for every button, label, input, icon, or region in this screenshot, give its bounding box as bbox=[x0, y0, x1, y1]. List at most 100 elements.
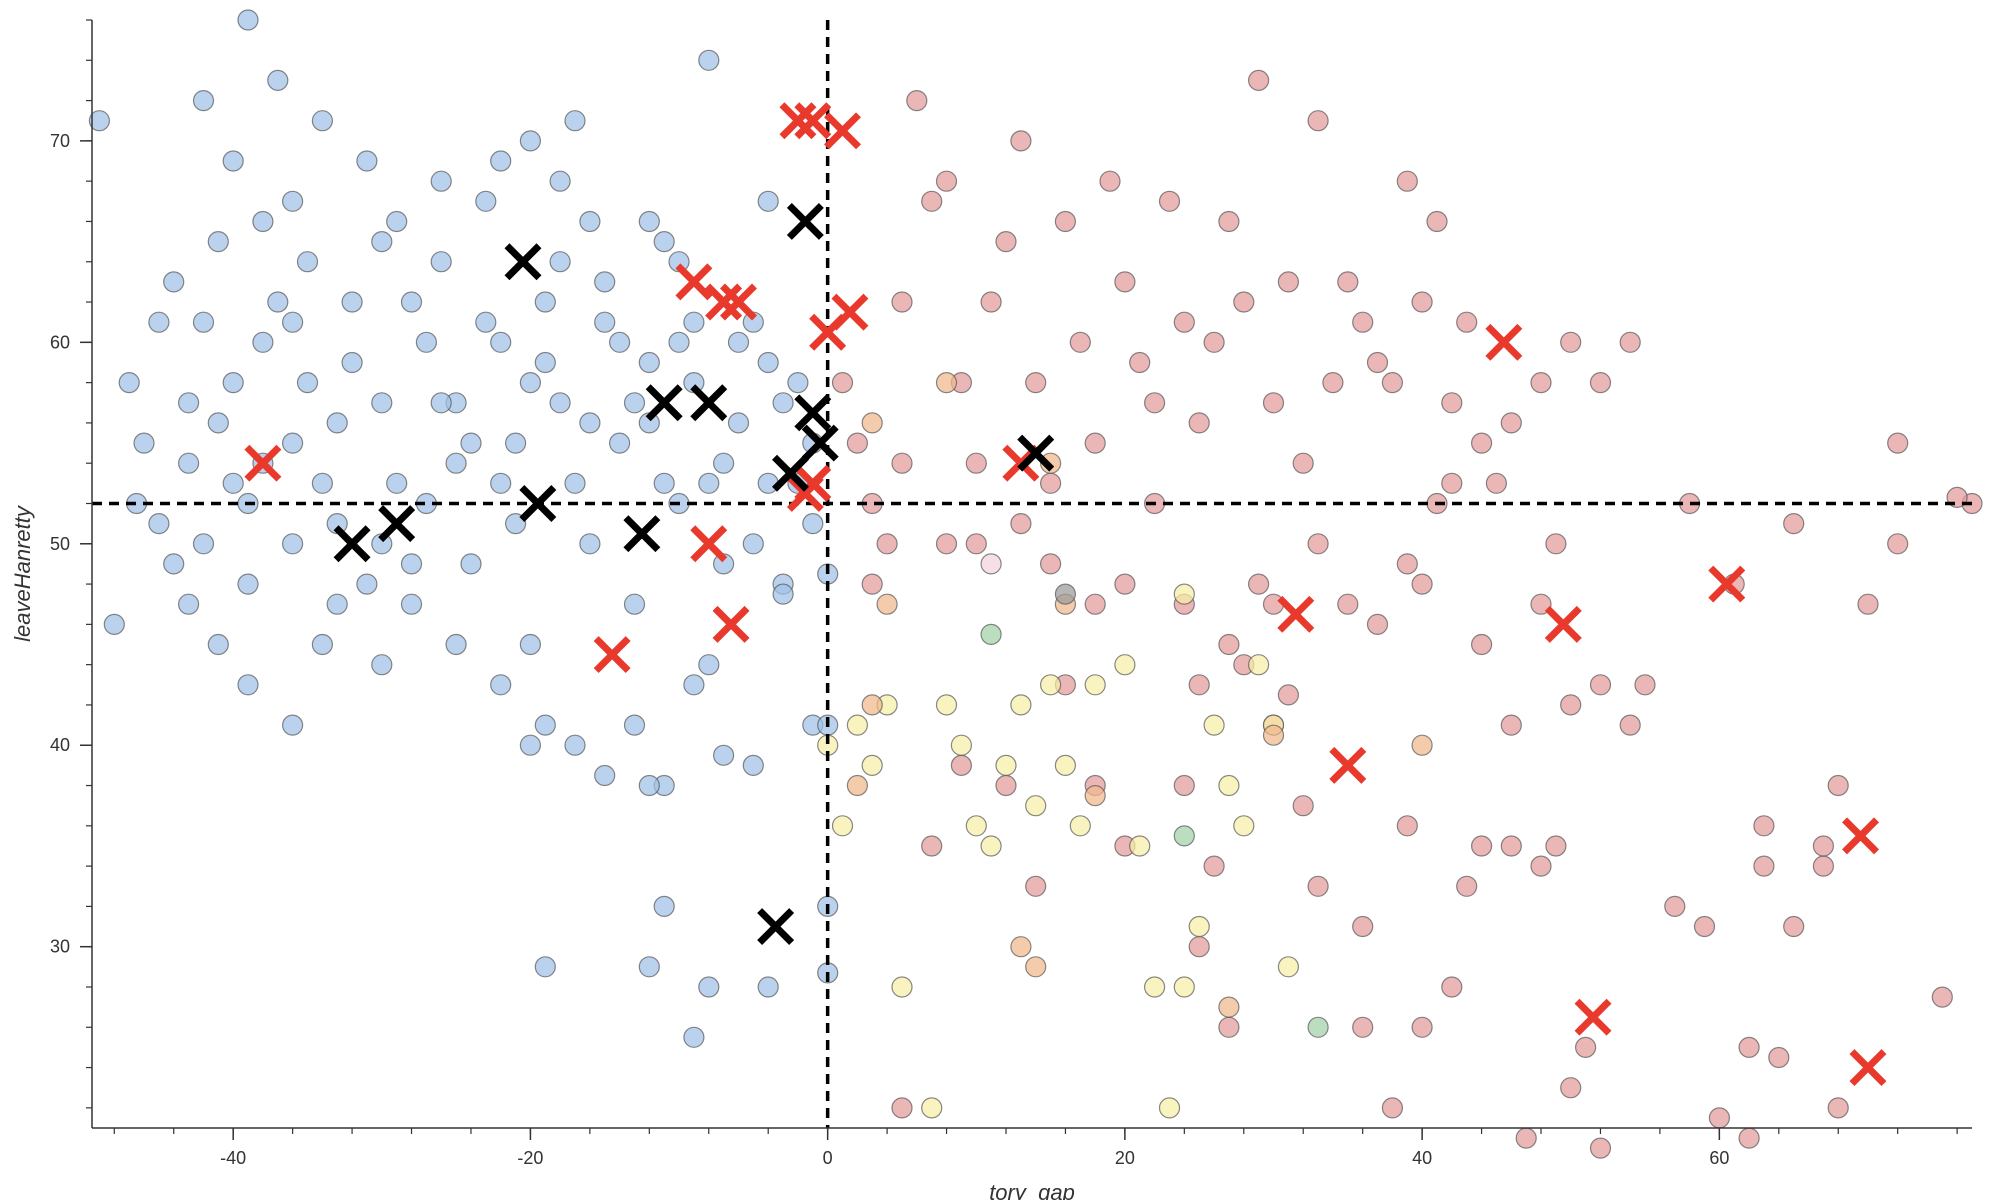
data-point-yellow bbox=[861, 754, 883, 777]
data-point-blue bbox=[192, 89, 215, 112]
data-point-red bbox=[1812, 835, 1835, 857]
data-point-red bbox=[1738, 1127, 1760, 1149]
data-point-blue bbox=[638, 774, 660, 797]
data-point-blue bbox=[252, 210, 274, 233]
data-point-blue bbox=[653, 472, 675, 494]
data-point-blue bbox=[608, 331, 631, 353]
data-point-red bbox=[1084, 432, 1106, 454]
data-point-red bbox=[1366, 351, 1389, 374]
data-point-blue bbox=[192, 533, 215, 555]
data-point-red bbox=[1010, 130, 1032, 152]
data-point-orange bbox=[861, 694, 883, 716]
data-point-red bbox=[965, 452, 987, 474]
data-point-red bbox=[891, 452, 913, 474]
data-point-red bbox=[995, 231, 1017, 253]
data-point-red bbox=[1381, 372, 1404, 394]
y-tick-label: 70 bbox=[50, 131, 70, 151]
data-point-blue bbox=[668, 331, 690, 353]
data-point-blue bbox=[430, 392, 452, 414]
cross-marker-black bbox=[772, 454, 809, 492]
cross-marker-red bbox=[831, 293, 869, 331]
data-point-blue bbox=[534, 351, 556, 374]
data-point-red bbox=[921, 190, 943, 212]
data-point-red bbox=[1827, 1097, 1849, 1119]
data-point-red bbox=[1143, 392, 1166, 414]
data-point-blue bbox=[534, 714, 556, 736]
cross-marker-black bbox=[690, 384, 728, 422]
data-point-red bbox=[1247, 573, 1270, 595]
data-point-blue bbox=[311, 110, 333, 132]
cross-marker-black bbox=[801, 424, 839, 462]
cross-marker-red bbox=[1849, 1049, 1887, 1087]
data-point-blue bbox=[623, 714, 646, 736]
data-point-blue bbox=[638, 351, 660, 374]
data-point-blue bbox=[252, 331, 274, 353]
data-point-blue bbox=[519, 372, 542, 394]
data-point-red bbox=[1277, 684, 1300, 706]
data-point-yellow bbox=[1188, 915, 1210, 938]
cross-marker-red bbox=[1544, 605, 1582, 643]
data-point-red bbox=[1768, 1046, 1790, 1069]
data-point-red bbox=[1218, 633, 1240, 656]
data-point-orange bbox=[846, 774, 869, 797]
data-point-red bbox=[1114, 573, 1136, 595]
data-point-green bbox=[1307, 1016, 1329, 1038]
data-point-blue bbox=[504, 432, 527, 454]
data-point-blue bbox=[579, 533, 601, 555]
data-point-blue bbox=[207, 412, 229, 434]
data-point-blue bbox=[445, 633, 467, 656]
data-point-red bbox=[1114, 271, 1136, 293]
data-point-red bbox=[1292, 795, 1314, 817]
data-point-red bbox=[1441, 976, 1463, 998]
data-point-blue bbox=[594, 764, 616, 787]
data-point-blue bbox=[608, 432, 631, 454]
data-point-orange bbox=[935, 372, 958, 394]
data-point-blue bbox=[534, 956, 556, 978]
data-point-red bbox=[1277, 271, 1300, 293]
data-point-blue bbox=[787, 372, 809, 394]
data-point-red bbox=[1039, 472, 1062, 494]
data-point-red bbox=[1887, 533, 1909, 555]
data-point-red bbox=[1352, 915, 1374, 938]
data-point-red bbox=[1664, 895, 1686, 918]
data-point-blue bbox=[683, 311, 705, 333]
data-point-orange bbox=[1411, 734, 1433, 756]
data-point-blue bbox=[133, 432, 155, 454]
data-point-yellow bbox=[1025, 795, 1047, 817]
data-point-yellow bbox=[846, 714, 869, 736]
data-point-red bbox=[1188, 412, 1210, 434]
data-point-blue bbox=[683, 674, 705, 696]
cross-marker-red bbox=[794, 102, 832, 140]
data-point-red bbox=[1456, 875, 1478, 897]
cross-marker-black bbox=[645, 384, 683, 422]
cross-marker-red bbox=[593, 636, 631, 674]
data-point-red bbox=[1470, 835, 1493, 857]
data-point-blue bbox=[192, 311, 215, 333]
data-point-red bbox=[1069, 331, 1091, 353]
data-point-blue bbox=[341, 351, 363, 374]
data-point-yellow bbox=[1114, 654, 1136, 676]
data-point-red bbox=[1337, 593, 1359, 615]
data-point-orange bbox=[861, 412, 883, 434]
data-point-blue bbox=[772, 583, 794, 605]
data-point-red bbox=[1887, 432, 1909, 454]
data-point-blue bbox=[430, 170, 452, 192]
data-point-red bbox=[1411, 291, 1433, 313]
data-point-blue bbox=[638, 956, 660, 978]
cross-marker-red bbox=[794, 464, 832, 502]
data-point-blue bbox=[386, 210, 408, 233]
data-point-blue bbox=[757, 472, 779, 494]
data-point-red bbox=[1396, 553, 1418, 575]
data-point-red bbox=[1634, 674, 1656, 696]
data-point-red bbox=[1560, 1077, 1582, 1099]
data-point-red bbox=[1307, 875, 1329, 897]
data-point-blue bbox=[698, 976, 720, 998]
cross-marker-red bbox=[244, 444, 282, 482]
data-point-red bbox=[891, 1097, 913, 1119]
data-point-yellow bbox=[831, 815, 854, 837]
data-point-red bbox=[1753, 815, 1775, 837]
data-point-blue bbox=[594, 311, 616, 333]
data-point-red bbox=[1456, 311, 1478, 333]
data-point-blue bbox=[371, 231, 393, 253]
data-point-red bbox=[876, 533, 898, 555]
